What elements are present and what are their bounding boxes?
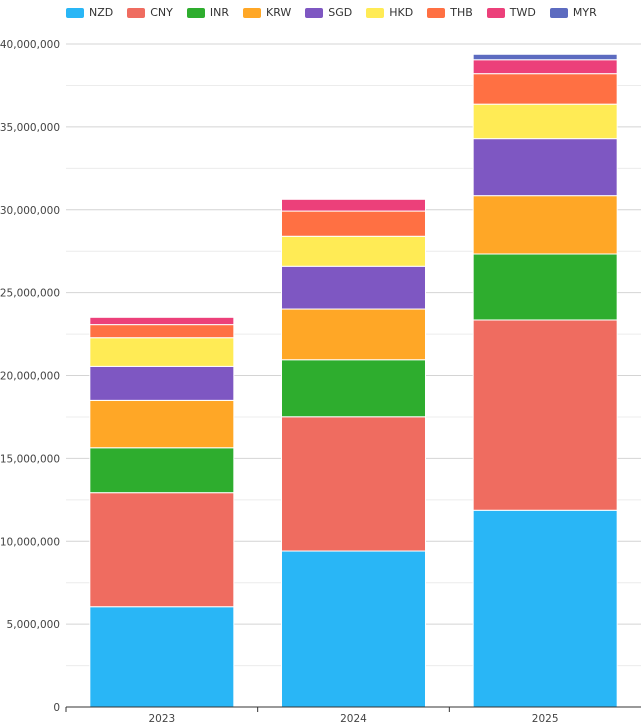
legend-item-thb[interactable]: THB <box>427 6 473 19</box>
y-tick-label: 40,000,000 <box>0 39 60 51</box>
legend-swatch <box>366 7 385 18</box>
legend-label: KRW <box>266 6 292 19</box>
bar-krw-2023[interactable] <box>89 399 235 449</box>
legend-swatch <box>486 7 505 18</box>
legend-swatch <box>243 7 261 18</box>
y-tick-label: 35,000,000 <box>0 122 60 134</box>
bar-nzd-2024[interactable] <box>281 550 426 708</box>
bar-inr-2023[interactable] <box>89 447 235 494</box>
legend-label: TWD <box>509 6 536 19</box>
x-tick-label: 2023 <box>148 713 175 725</box>
bar-inr-2025[interactable] <box>472 253 618 321</box>
bar-nzd-2025[interactable] <box>472 509 618 708</box>
bar-thb-2025[interactable] <box>472 73 618 105</box>
bar-krw-2024[interactable] <box>281 308 426 361</box>
bar-cny-2024[interactable] <box>281 416 426 552</box>
legend-label: NZD <box>89 6 114 19</box>
legend: NZD CNY INR KRW SGD HKD THB TWD MYR <box>66 6 611 19</box>
bar-nzd-2023[interactable] <box>89 606 235 708</box>
bar-hkd-2023[interactable] <box>89 337 235 367</box>
legend-label: INR <box>209 6 229 19</box>
legend-item-inr[interactable]: INR <box>186 6 229 19</box>
bar-twd-2024[interactable] <box>281 198 426 212</box>
bar-hkd-2024[interactable] <box>281 235 426 267</box>
legend-item-myr[interactable]: MYR <box>549 6 597 19</box>
legend-label: CNY <box>150 6 173 19</box>
bar-sgd-2025[interactable] <box>472 138 618 197</box>
bar-sgd-2024[interactable] <box>281 265 426 310</box>
bar-thb-2024[interactable] <box>281 210 426 237</box>
y-tick-label: 5,000,000 <box>7 619 60 631</box>
y-tick-label: 10,000,000 <box>0 536 60 548</box>
bar-cny-2023[interactable] <box>89 492 235 608</box>
y-tick-label: 20,000,000 <box>0 371 60 383</box>
bar-twd-2025[interactable] <box>472 59 618 75</box>
legend-item-cny[interactable]: CNY <box>127 6 173 19</box>
legend-label: THB <box>450 6 473 19</box>
legend-item-krw[interactable]: KRW <box>243 6 291 19</box>
legend-swatch <box>427 7 446 18</box>
legend-item-twd[interactable]: TWD <box>486 6 536 19</box>
x-tick-label: 2024 <box>340 713 367 725</box>
legend-label: SGD <box>328 6 353 19</box>
y-tick-label: 30,000,000 <box>0 205 60 217</box>
y-tick-label: 0 <box>53 702 60 714</box>
legend-swatch <box>66 7 84 18</box>
legend-swatch <box>549 7 568 18</box>
bar-twd-2023[interactable] <box>89 316 235 326</box>
bar-cny-2025[interactable] <box>472 319 618 511</box>
legend-swatch <box>305 7 324 18</box>
bar-sgd-2023[interactable] <box>89 365 235 401</box>
bar-inr-2024[interactable] <box>281 359 426 418</box>
legend-item-hkd[interactable]: HKD <box>366 6 413 19</box>
legend-item-nzd[interactable]: NZD <box>66 6 113 19</box>
bar-krw-2025[interactable] <box>472 195 618 255</box>
bar-hkd-2025[interactable] <box>472 103 618 140</box>
x-tick-label: 2025 <box>532 713 559 725</box>
legend-item-sgd[interactable]: SGD <box>305 6 352 19</box>
legend-swatch <box>186 7 205 18</box>
legend-swatch <box>127 7 146 18</box>
legend-label: MYR <box>572 6 597 19</box>
bar-thb-2023[interactable] <box>89 324 235 339</box>
y-tick-label: 15,000,000 <box>0 453 60 465</box>
y-tick-label: 25,000,000 <box>0 288 60 300</box>
bar-myr-2025[interactable] <box>472 53 618 61</box>
legend-label: HKD <box>389 6 414 19</box>
